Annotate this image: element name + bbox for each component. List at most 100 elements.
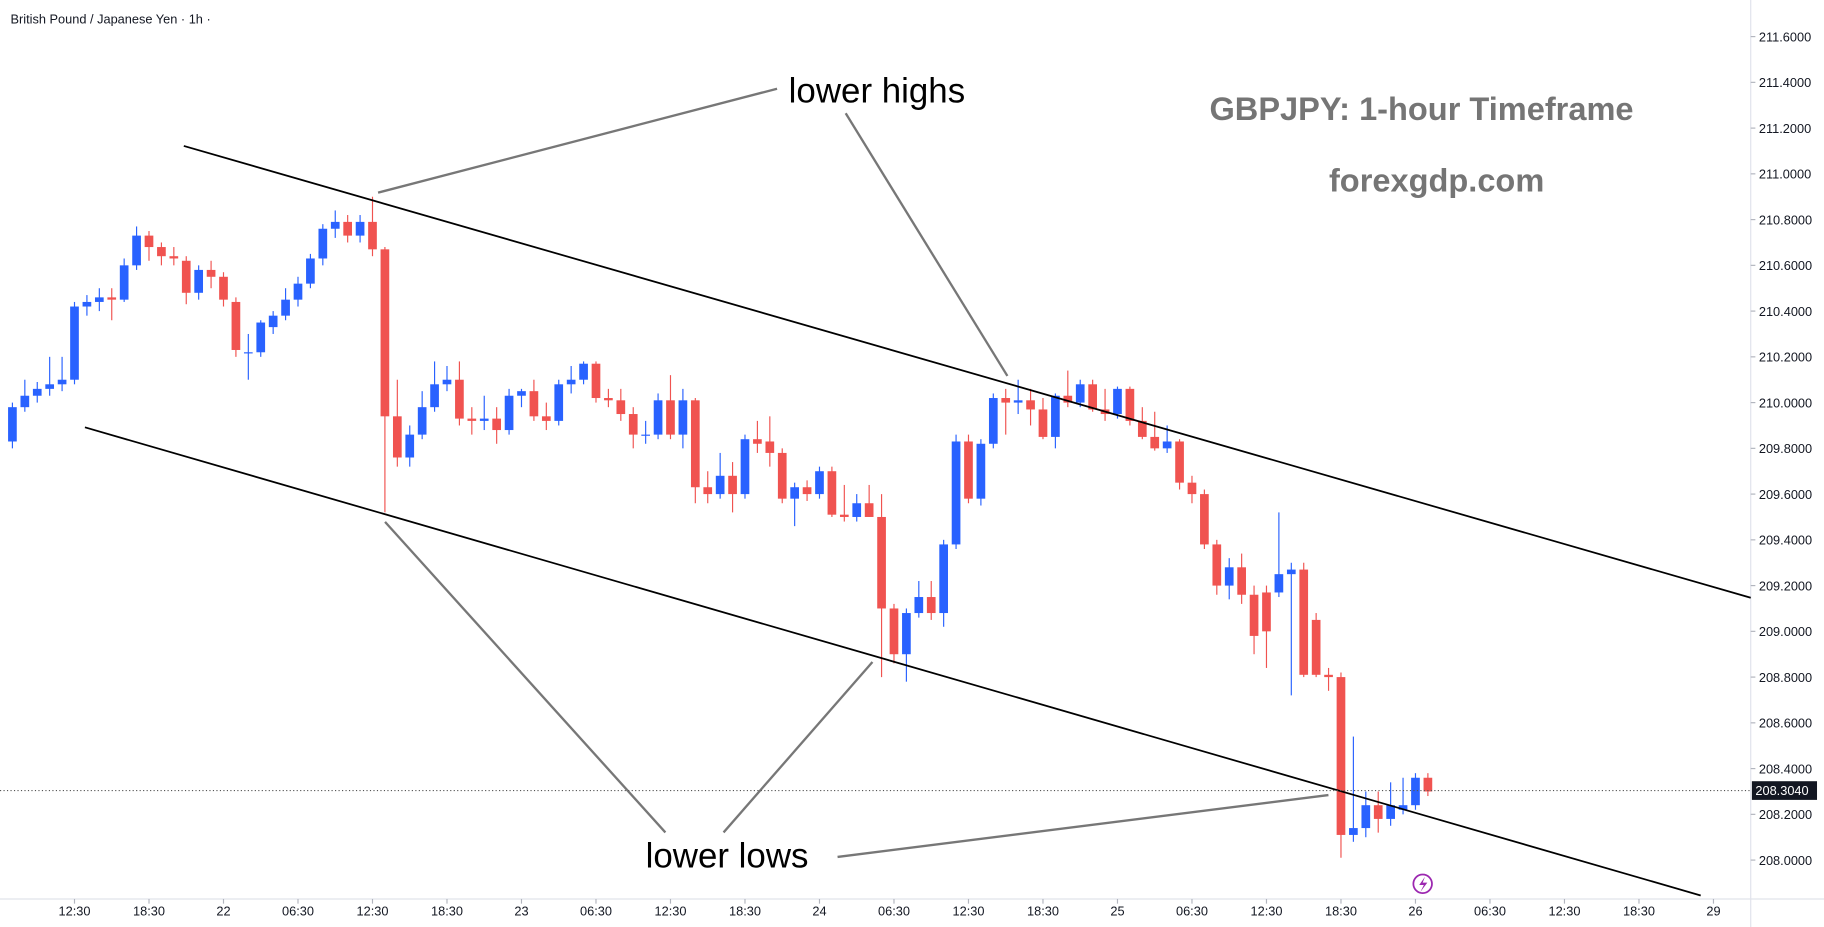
candle-body bbox=[504, 395, 514, 431]
y-tick-label: 209.8000 bbox=[1759, 441, 1812, 456]
candle-body bbox=[790, 487, 799, 499]
candle-body bbox=[392, 416, 402, 458]
candle-body bbox=[1013, 400, 1023, 403]
y-tick-label: 211.0000 bbox=[1759, 166, 1811, 181]
x-tick-label: 25 bbox=[1110, 903, 1124, 918]
upper-channel-line bbox=[183, 145, 1751, 599]
y-tick-label: 209.2000 bbox=[1759, 578, 1812, 593]
y-tick-label: 211.2000 bbox=[1759, 121, 1811, 136]
y-tick-label: 208.6000 bbox=[1759, 715, 1812, 730]
lower-channel-line bbox=[84, 426, 1701, 897]
candle-body bbox=[57, 379, 67, 385]
y-tick-label: 210.4000 bbox=[1759, 304, 1812, 319]
candle-body bbox=[541, 416, 551, 421]
candle-body bbox=[1411, 777, 1420, 806]
candle-body bbox=[765, 441, 775, 453]
candle-body bbox=[715, 475, 725, 495]
candle-body bbox=[703, 487, 713, 495]
candle-body bbox=[951, 441, 961, 545]
candle-body bbox=[1001, 398, 1011, 403]
candle-body bbox=[926, 597, 936, 614]
x-tick-label: 12:30 bbox=[952, 903, 984, 918]
x-tick-label: 26 bbox=[1408, 903, 1422, 918]
candle-body bbox=[268, 315, 278, 328]
alert-icon[interactable] bbox=[1412, 873, 1433, 895]
pointer-line bbox=[384, 521, 667, 834]
candle-body bbox=[1398, 805, 1408, 810]
candles bbox=[8, 196, 1433, 858]
x-tick-label: 06:30 bbox=[1176, 903, 1208, 918]
candle-body bbox=[94, 297, 104, 302]
candle-body bbox=[1113, 388, 1122, 415]
candle-body bbox=[591, 363, 601, 399]
candle-body bbox=[815, 471, 824, 495]
candle-body bbox=[1373, 805, 1383, 819]
y-tick-label: 208.8000 bbox=[1759, 670, 1812, 685]
candle-body bbox=[144, 235, 154, 248]
candle-body bbox=[827, 471, 837, 515]
y-tick-label: 210.6000 bbox=[1759, 258, 1812, 273]
candle-body bbox=[1349, 828, 1358, 835]
candle-body bbox=[1423, 777, 1433, 792]
candle-body bbox=[1200, 494, 1209, 545]
candle-body bbox=[20, 395, 30, 408]
candle-body bbox=[653, 400, 663, 435]
x-tick-label: 06:30 bbox=[1474, 903, 1506, 918]
candle-body bbox=[753, 439, 762, 444]
candle-body bbox=[1162, 441, 1172, 449]
candle-body bbox=[902, 613, 911, 655]
candle-body bbox=[1026, 400, 1035, 410]
candle-body bbox=[678, 400, 688, 435]
x-tick-label: 18:30 bbox=[1623, 903, 1655, 918]
candle-body bbox=[889, 608, 899, 655]
y-tick-label: 208.4000 bbox=[1759, 761, 1812, 776]
x-tick-label: 18:30 bbox=[133, 903, 165, 918]
candle-body bbox=[1125, 388, 1135, 421]
y-tick-label: 208.2000 bbox=[1759, 807, 1812, 822]
x-tick-label: 12:30 bbox=[654, 903, 686, 918]
candle-body bbox=[32, 388, 42, 396]
annotation: lower highs bbox=[789, 72, 965, 111]
candle-body bbox=[343, 221, 353, 236]
candle-body bbox=[1361, 805, 1371, 829]
x-tick-label: 23 bbox=[514, 903, 528, 918]
candle-body bbox=[194, 269, 204, 293]
x-tick-label: 18:30 bbox=[729, 903, 761, 918]
y-tick-label: 210.8000 bbox=[1759, 212, 1812, 227]
x-tick-label: 12:30 bbox=[1548, 903, 1580, 918]
candle-body bbox=[690, 400, 700, 488]
candle-body bbox=[616, 400, 626, 415]
candle-body bbox=[777, 452, 787, 499]
x-tick-label: 29 bbox=[1706, 903, 1720, 918]
candle-body bbox=[330, 221, 340, 229]
candle-body bbox=[728, 475, 737, 495]
candle-body bbox=[1286, 569, 1296, 575]
x-tick-label: 12:30 bbox=[59, 903, 91, 918]
x-tick-label: 22 bbox=[216, 903, 230, 918]
candle-body bbox=[107, 297, 117, 300]
y-tick-label: 208.0000 bbox=[1759, 853, 1812, 868]
pointer-line bbox=[844, 112, 1009, 377]
candle-body bbox=[132, 235, 141, 266]
candle-body bbox=[1075, 384, 1085, 403]
candle-body bbox=[231, 301, 241, 350]
candle-body bbox=[839, 514, 849, 517]
candle-body bbox=[529, 391, 539, 417]
candle-body bbox=[517, 391, 526, 396]
candle-body bbox=[641, 434, 650, 436]
alert-icon-bolt bbox=[1419, 876, 1428, 892]
candle-body bbox=[157, 247, 166, 257]
y-tick-label: 210.2000 bbox=[1759, 349, 1812, 364]
candle-body bbox=[442, 379, 452, 385]
candle-body bbox=[914, 597, 924, 614]
y-tick-label: 211.4000 bbox=[1759, 75, 1811, 90]
candle-body bbox=[1063, 395, 1073, 403]
candle-body bbox=[877, 516, 886, 609]
y-tick-label: 211.6000 bbox=[1759, 29, 1811, 44]
x-tick-label: 18:30 bbox=[1027, 903, 1059, 918]
candle-body bbox=[1051, 395, 1060, 437]
pointer-line bbox=[722, 661, 874, 834]
candle-body bbox=[1038, 409, 1048, 437]
